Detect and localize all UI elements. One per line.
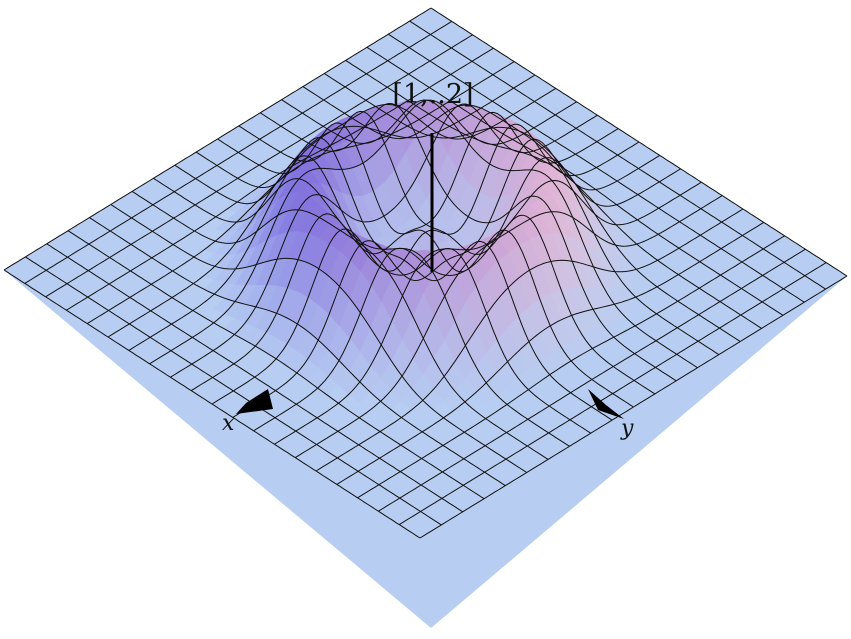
mesh-line [274, 179, 702, 445]
mesh-line [3, 269, 421, 539]
y-axis-arrow-icon [588, 389, 624, 419]
vertical-axis-label: [1,..2] [392, 79, 473, 110]
y-axis-label: y [620, 416, 634, 441]
mesh-line [398, 262, 827, 526]
mesh-line [174, 155, 592, 434]
mesh-line [67, 230, 485, 500]
mesh-line [195, 137, 613, 421]
mesh-line [419, 275, 848, 539]
mesh-line [232, 138, 661, 418]
mesh-line [378, 248, 806, 512]
mesh-line [46, 243, 463, 513]
mesh-grid-group [3, 7, 848, 539]
x-axis-label: x [222, 411, 235, 436]
mesh-line [253, 157, 681, 432]
x-axis-arrow-icon [236, 389, 273, 414]
mesh-line [131, 190, 549, 460]
mesh-line [110, 204, 528, 473]
mesh-line [294, 195, 723, 459]
mesh-line [315, 208, 744, 472]
mesh-line [89, 217, 506, 487]
mesh-line [25, 256, 442, 526]
axis-group: [1,..2] x y [222, 79, 634, 441]
mesh-line [336, 221, 765, 485]
mesh-line [153, 177, 570, 447]
mesh-line [357, 235, 785, 499]
